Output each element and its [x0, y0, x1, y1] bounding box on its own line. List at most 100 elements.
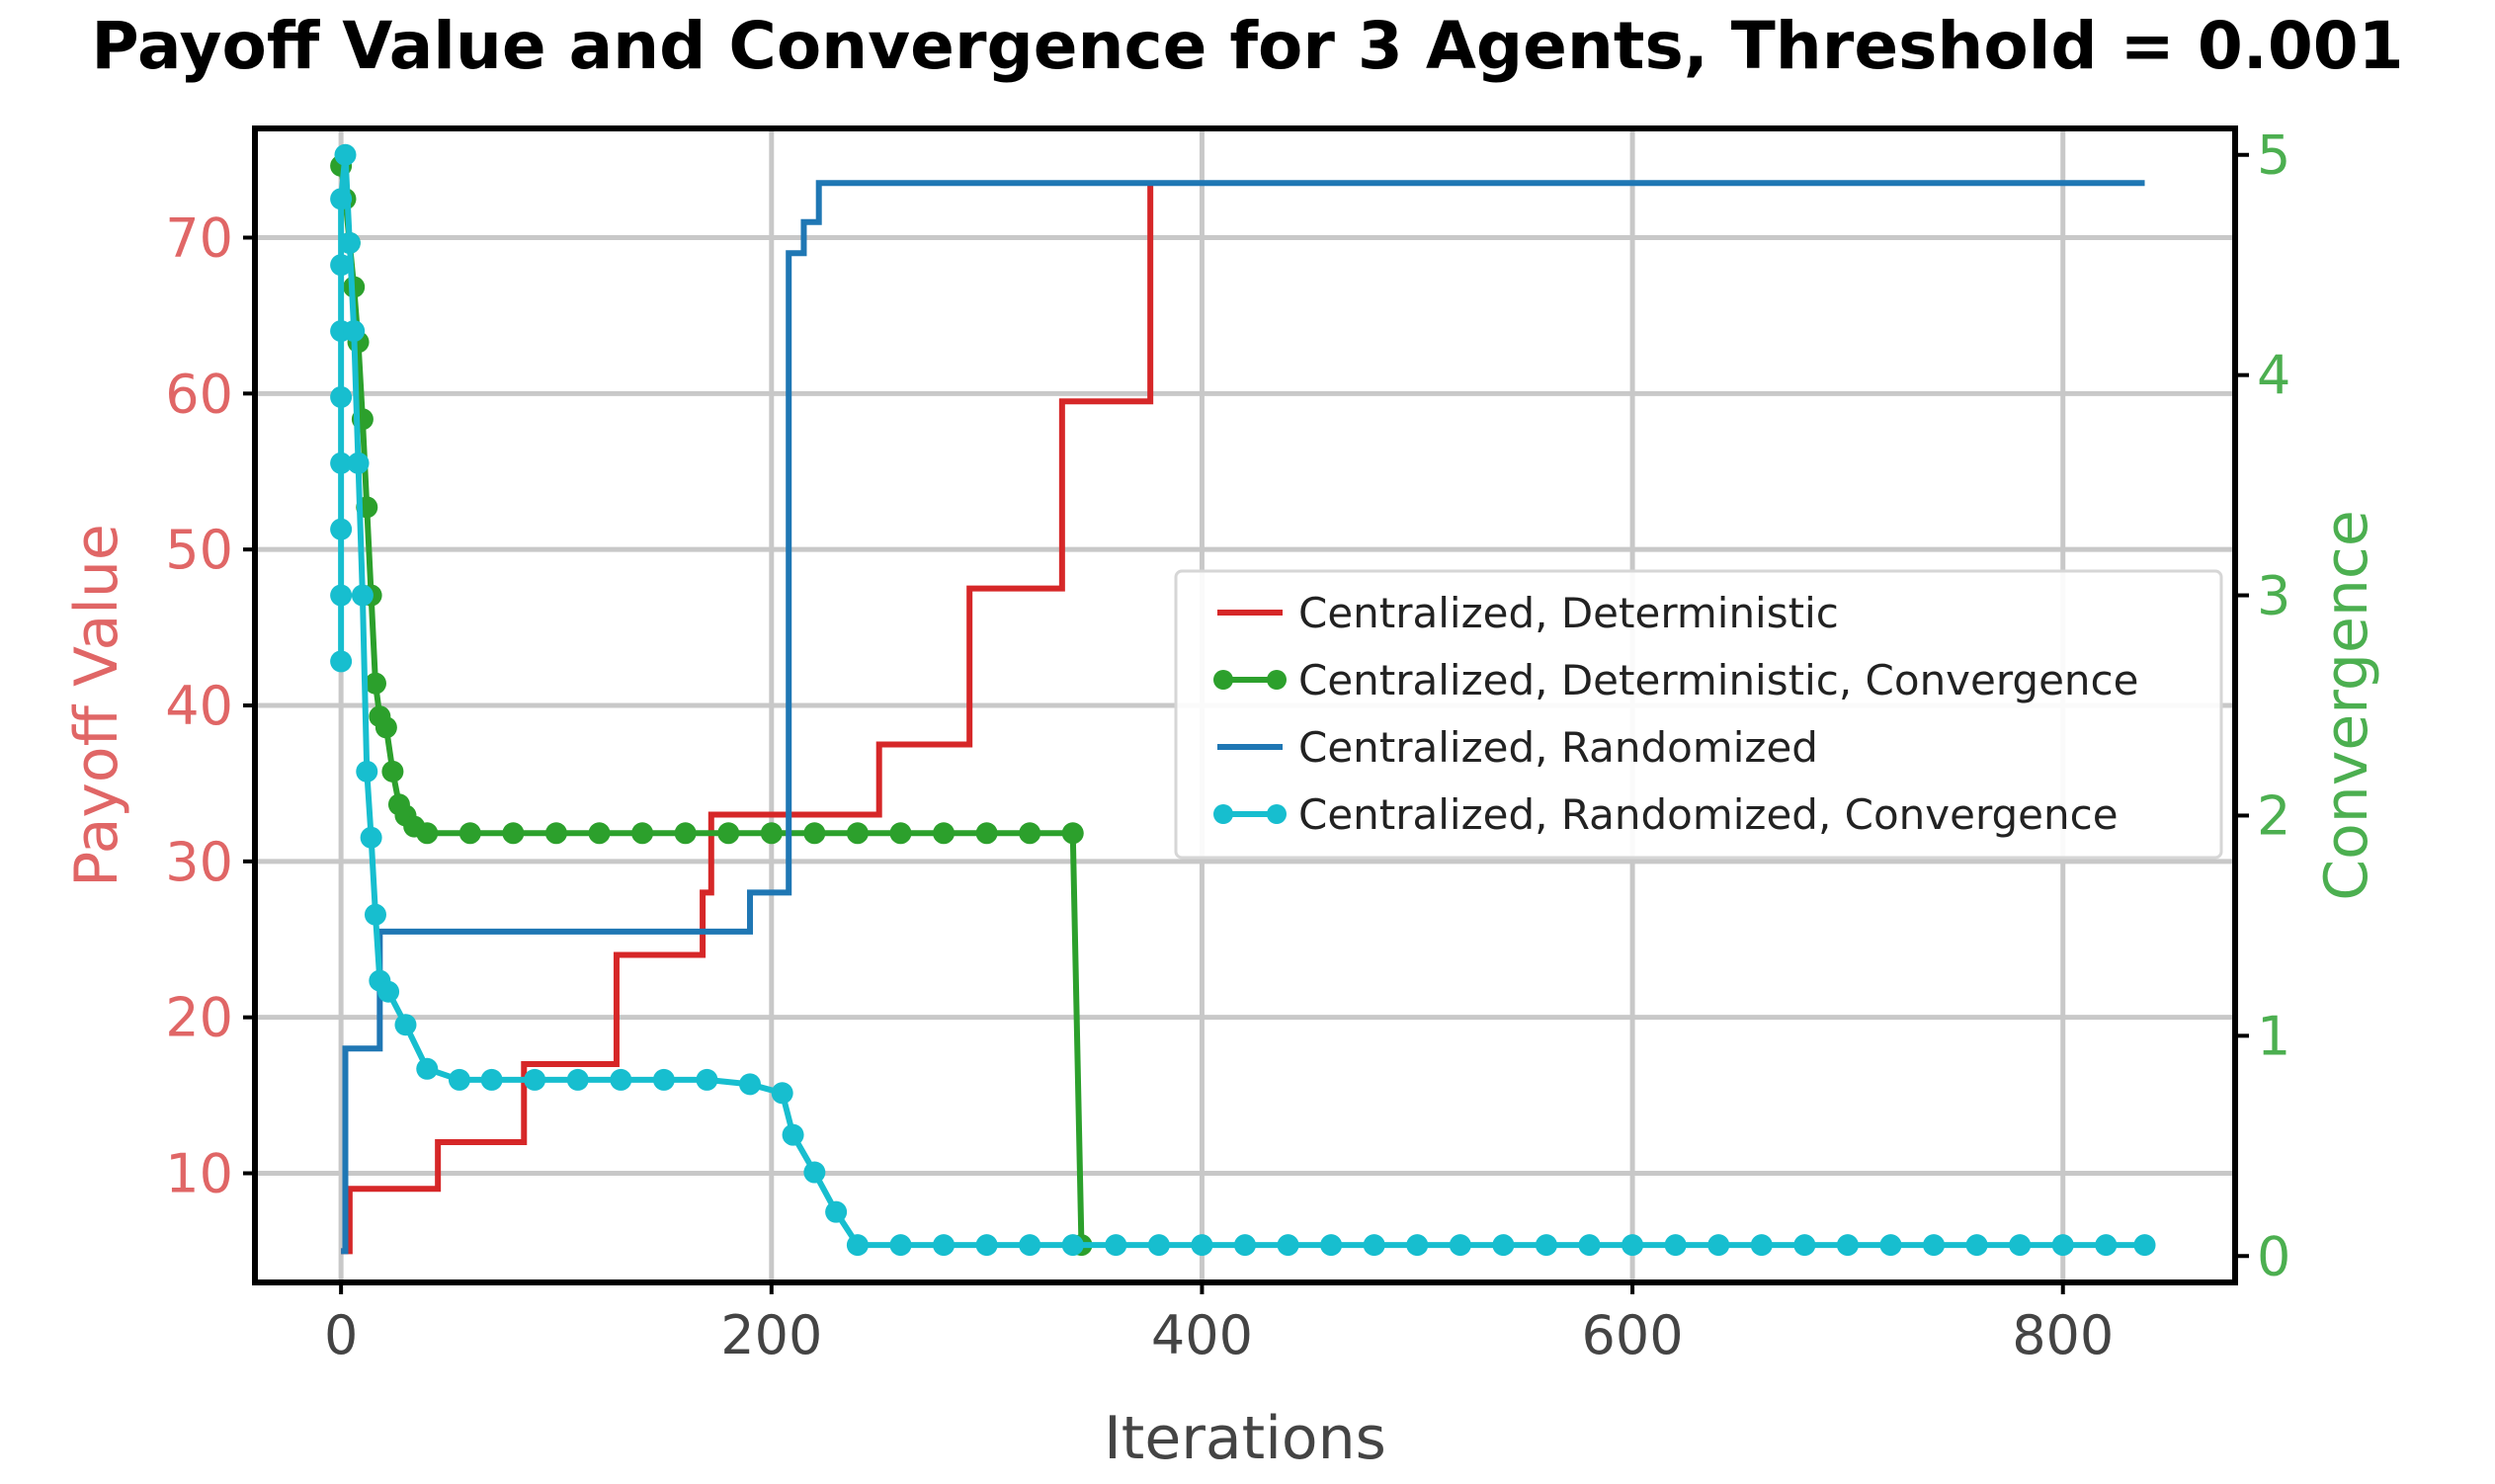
y2-tick-label: 2	[2257, 784, 2290, 847]
series-point-1	[381, 760, 404, 783]
series-point-1	[933, 822, 956, 845]
y2-tick-label: 4	[2257, 345, 2290, 407]
legend-label: Centralized, Deterministic, Convergence	[1298, 656, 2138, 704]
x-tick-label: 0	[324, 1304, 358, 1366]
series-point-3	[1750, 1234, 1773, 1257]
legend-marker	[1267, 670, 1287, 690]
series-point-3	[739, 1073, 761, 1096]
series-point-3	[1535, 1234, 1557, 1257]
y-tick-label: 10	[165, 1143, 233, 1205]
series-point-3	[1578, 1234, 1601, 1257]
series-point-1	[674, 822, 697, 845]
series-point-1	[1061, 822, 1084, 845]
series-point-1	[458, 822, 481, 845]
series-point-3	[933, 1234, 956, 1257]
series-point-3	[1492, 1234, 1515, 1257]
series-point-3	[1406, 1234, 1429, 1257]
legend: Centralized, Deterministic Centralized, D…	[1174, 569, 2223, 860]
series-point-3	[2095, 1234, 2118, 1257]
y2-tick-label: 5	[2257, 124, 2290, 187]
series-point-1	[631, 822, 654, 845]
y2-tick-label: 0	[2257, 1225, 2290, 1287]
legend-marker	[1213, 670, 1233, 690]
series-point-1	[975, 822, 998, 845]
series-point-1	[502, 822, 525, 845]
series-point-1	[544, 822, 567, 845]
series-point-1	[760, 822, 783, 845]
y-tick-label: 70	[165, 206, 233, 269]
series-point-1	[588, 822, 611, 845]
series-point-3	[356, 760, 378, 783]
legend-label: Centralized, Randomized	[1298, 723, 1818, 772]
y-tick-label: 30	[165, 831, 233, 893]
y-tick-label: 50	[165, 519, 233, 581]
series-point-3	[566, 1068, 589, 1091]
series-point-3	[1191, 1234, 1213, 1257]
series-point-3	[2051, 1234, 2074, 1257]
legend-box	[1174, 569, 2223, 860]
series-point-1	[803, 822, 826, 845]
series-line-0	[341, 183, 1154, 1255]
series-point-3	[330, 584, 353, 607]
x-tick-label: 600	[1582, 1304, 1684, 1366]
series-point-3	[825, 1200, 848, 1223]
series-point-3	[1363, 1234, 1385, 1257]
x-tick-label: 200	[720, 1304, 822, 1366]
series-point-1	[416, 822, 439, 845]
series-point-3	[330, 254, 353, 277]
series-point-3	[480, 1068, 503, 1091]
series-point-3	[1923, 1234, 1946, 1257]
series-point-1	[846, 822, 869, 845]
series-point-3	[652, 1068, 675, 1091]
series-point-1	[889, 822, 912, 845]
series-point-3	[343, 320, 366, 343]
y2-axis-label: Convergence	[2312, 510, 2381, 901]
y2-tick-label: 1	[2257, 1005, 2290, 1067]
series-point-3	[334, 143, 357, 166]
series-point-3	[1019, 1234, 1041, 1257]
series-line-2	[341, 180, 2145, 1255]
series-point-3	[338, 231, 361, 254]
series-point-3	[448, 1068, 470, 1091]
series-point-3	[377, 980, 400, 1003]
series-point-3	[1105, 1234, 1127, 1257]
series-point-3	[330, 518, 353, 540]
legend-label: Centralized, Randomized, Convergence	[1298, 790, 2119, 839]
series-point-1	[717, 822, 740, 845]
chart-title: Payoff Value and Convergence for 3 Agent…	[91, 8, 2404, 84]
series-point-3	[330, 188, 353, 210]
series-point-3	[1234, 1234, 1256, 1257]
series-point-3	[524, 1068, 546, 1091]
series-point-3	[1320, 1234, 1343, 1257]
legend-label: Centralized, Deterministic	[1298, 589, 1839, 637]
series-point-3	[2009, 1234, 2032, 1257]
x-axis-label: Iterations	[1104, 1404, 1386, 1473]
series-point-3	[330, 650, 353, 673]
series-point-3	[1277, 1234, 1299, 1257]
series-layer	[330, 143, 2156, 1257]
series-point-3	[846, 1234, 869, 1257]
series-point-3	[975, 1234, 998, 1257]
series-point-3	[1707, 1234, 1730, 1257]
y-tick-label: 40	[165, 675, 233, 737]
series-point-3	[889, 1234, 912, 1257]
series-point-3	[347, 452, 370, 474]
y-tick-label: 60	[165, 363, 233, 425]
series-point-3	[1147, 1234, 1170, 1257]
series-point-3	[416, 1057, 439, 1080]
legend-marker	[1267, 804, 1287, 824]
series-point-3	[351, 584, 374, 607]
series-point-1	[364, 672, 386, 695]
series-point-3	[1793, 1234, 1816, 1257]
series-point-3	[610, 1068, 632, 1091]
y-tick-label: 20	[165, 987, 233, 1049]
series-point-3	[1061, 1234, 1084, 1257]
y-axis-label: Payoff Value	[62, 524, 131, 887]
series-point-3	[360, 826, 382, 849]
x-tick-label: 800	[2012, 1304, 2114, 1366]
series-point-3	[1836, 1234, 1859, 1257]
legend-marker	[1213, 804, 1233, 824]
series-point-3	[1449, 1234, 1471, 1257]
tick-layer: 0 200 400 600 800 10 20 30 40 50 60 70 0 1 2 3 4 5	[165, 124, 2290, 1366]
